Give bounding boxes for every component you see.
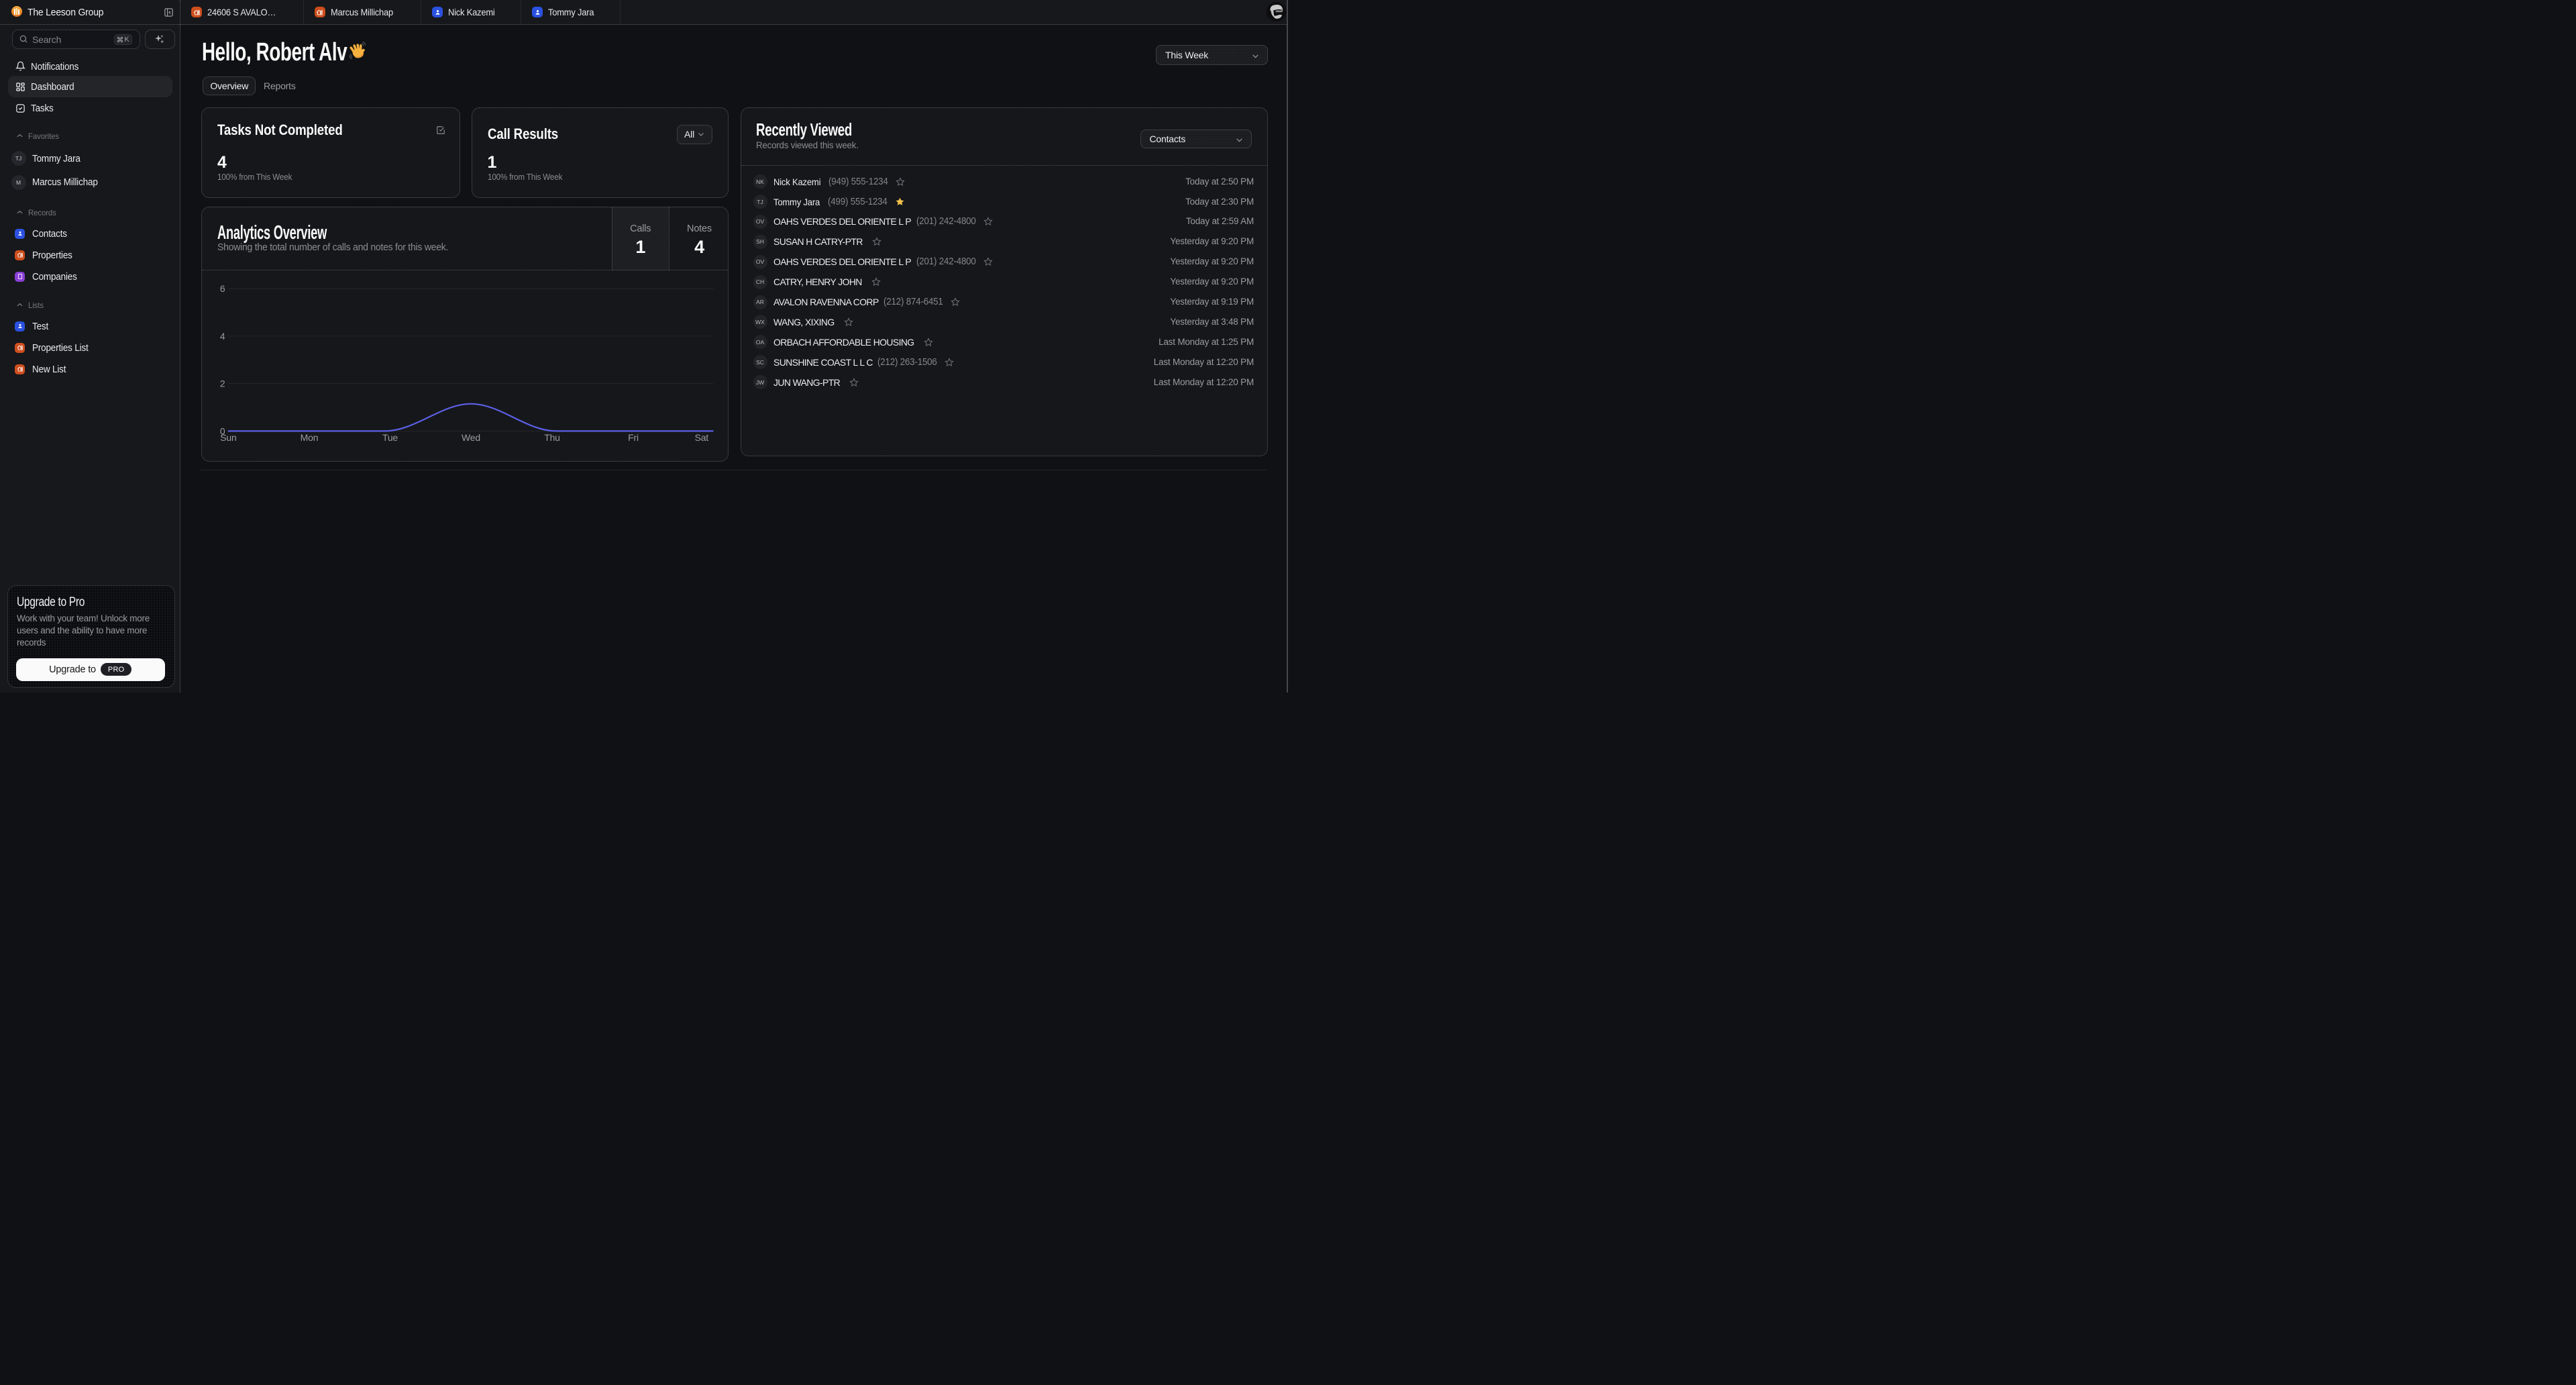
svg-text:Mon: Mon (301, 432, 319, 443)
svg-text:Sun: Sun (220, 432, 236, 443)
svg-text:2: 2 (220, 378, 225, 389)
svg-text:Thu: Thu (544, 432, 560, 443)
svg-text:4: 4 (220, 331, 225, 342)
svg-text:Tue: Tue (382, 432, 398, 443)
svg-text:0: 0 (220, 425, 225, 436)
svg-text:Wed: Wed (462, 432, 480, 443)
svg-text:Sat: Sat (695, 432, 709, 443)
svg-text:6: 6 (220, 283, 225, 294)
svg-text:Fri: Fri (628, 432, 639, 443)
